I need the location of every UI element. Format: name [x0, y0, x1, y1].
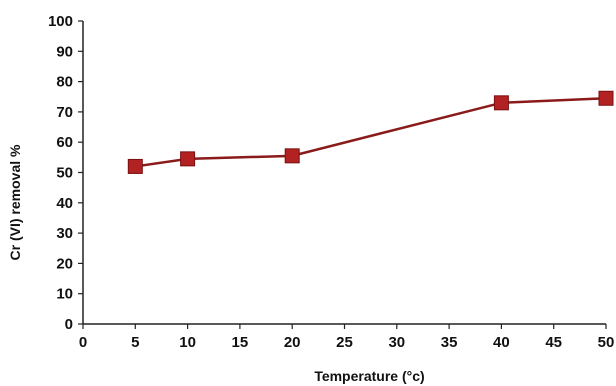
- data-point-marker: [284, 148, 300, 164]
- x-axis-title: Temperature (°c): [314, 368, 424, 384]
- x-tick-label: 20: [284, 334, 301, 351]
- x-tick-label: 25: [336, 334, 353, 351]
- y-tick-label: 60: [56, 134, 73, 151]
- y-tick-label: 30: [56, 225, 73, 242]
- y-tick-label: 0: [65, 316, 73, 333]
- data-point-marker: [598, 90, 614, 106]
- y-tick-label: 80: [56, 74, 73, 91]
- data-point-marker: [127, 158, 143, 174]
- x-tick-label: 50: [598, 334, 615, 351]
- x-tick-label: 40: [493, 334, 510, 351]
- y-tick-label: 10: [56, 286, 73, 303]
- x-tick-label: 0: [79, 334, 87, 351]
- x-tick-label: 35: [441, 334, 458, 351]
- y-tick-label: 100: [48, 13, 73, 30]
- x-tick-label: 30: [388, 334, 405, 351]
- y-tick-label: 20: [56, 255, 73, 272]
- y-tick-label: 50: [56, 165, 73, 182]
- y-axis-ticks: 0 10 20 30 40 50 60 70 80 90 100: [48, 13, 83, 333]
- x-axis-ticks: 0 5 10 15 20 25 30 35 40 45 50: [79, 324, 615, 351]
- series-line: [135, 97, 607, 168]
- x-tick-label: 15: [232, 334, 249, 351]
- data-point-marker: [493, 95, 509, 111]
- y-tick-label: 90: [56, 43, 73, 60]
- x-tick-label: 10: [179, 334, 196, 351]
- series-group: [127, 90, 614, 174]
- x-tick-label: 5: [131, 334, 139, 351]
- y-tick-label: 40: [56, 195, 73, 212]
- x-tick-label: 45: [545, 334, 562, 351]
- y-axis-title: Cr (VI) removal %: [7, 144, 23, 260]
- plot-area: 0 5 10 15 20 25 30 35 40 45 50 0 10 20 30 40 50 60 70 80 90…: [48, 13, 614, 351]
- data-point-marker: [180, 151, 196, 167]
- y-tick-label: 70: [56, 104, 73, 121]
